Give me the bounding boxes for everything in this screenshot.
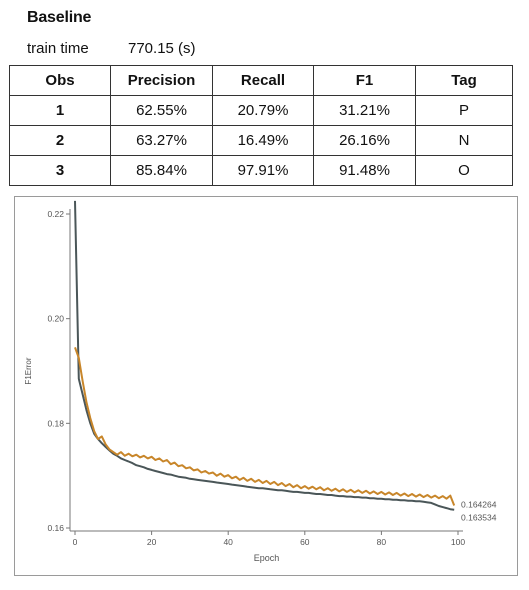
cell-recall: 20.79% (212, 95, 314, 126)
cell-obs: 2 (9, 125, 111, 156)
series-line-dark (74, 200, 455, 511)
train-time-label: train time (27, 40, 89, 57)
cell-tag: N (415, 125, 513, 156)
column-header-tag: Tag (415, 65, 513, 96)
cell-recall: 16.49% (212, 125, 314, 156)
cell-f1: 91.48% (313, 155, 416, 186)
chart-panel: 0.16 0.18 0.20 0.22 0 20 40 60 80 100 Epoch F1Err… (14, 196, 518, 576)
x-axis-label: Epoch (254, 553, 280, 563)
table-row: 1 62.55% 20.79% 31.21% P (9, 95, 513, 126)
y-tick-label: 0.20 (47, 314, 64, 324)
column-header-precision: Precision (110, 65, 213, 96)
series-line-orange (74, 347, 456, 506)
cell-f1: 31.21% (313, 95, 416, 126)
cell-tag: O (415, 155, 513, 186)
x-tick-label: 60 (300, 537, 310, 547)
table-row: 2 63.27% 16.49% 26.16% N (9, 125, 513, 156)
y-tick-label: 0.22 (47, 209, 64, 219)
f1-error-chart: 0.16 0.18 0.20 0.22 0 20 40 60 80 100 Epoch F1Err… (24, 200, 497, 563)
series-end-label: 0.164264 (461, 499, 497, 509)
y-axis-label: F1Error (24, 357, 33, 384)
y-tick-label: 0.18 (47, 418, 64, 428)
y-tick-label: 0.16 (47, 523, 64, 533)
column-header-recall: Recall (212, 65, 314, 96)
cell-tag: P (415, 95, 513, 126)
cell-recall: 97.91% (212, 155, 314, 186)
series-end-label: 0.163534 (461, 513, 497, 523)
page-title: Baseline (27, 9, 92, 26)
x-tick-label: 20 (147, 537, 157, 547)
x-tick-label: 40 (223, 537, 233, 547)
x-tick-label: 80 (377, 537, 387, 547)
chart-axes: 0.16 0.18 0.20 0.22 0 20 40 60 80 100 (47, 209, 465, 547)
cell-f1: 26.16% (313, 125, 416, 156)
chart-series (74, 200, 456, 511)
cell-precision: 63.27% (110, 125, 213, 156)
cell-precision: 85.84% (110, 155, 213, 186)
table-header-row: Obs Precision Recall F1 Tag (9, 65, 513, 96)
table-row: 3 85.84% 97.91% 91.48% O (9, 155, 513, 186)
x-tick-label: 100 (451, 537, 465, 547)
cell-obs: 3 (9, 155, 111, 186)
x-tick-label: 0 (73, 537, 78, 547)
column-header-obs: Obs (9, 65, 111, 96)
cell-obs: 1 (9, 95, 111, 126)
train-time-value: 770.15 (s) (128, 40, 196, 57)
column-header-f1: F1 (313, 65, 416, 96)
results-table: Obs Precision Recall F1 Tag 1 62.55% 20.… (9, 65, 513, 186)
cell-precision: 62.55% (110, 95, 213, 126)
